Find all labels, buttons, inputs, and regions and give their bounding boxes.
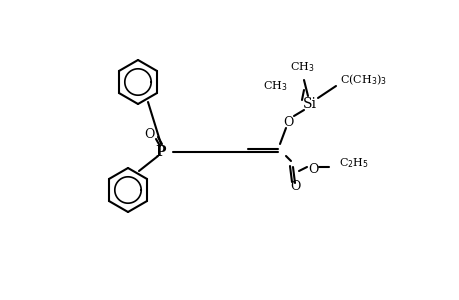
Text: C(CH$_3$)$_3$: C(CH$_3$)$_3$ xyxy=(339,73,386,87)
Text: CH$_3$: CH$_3$ xyxy=(263,79,287,93)
Text: O: O xyxy=(307,163,318,176)
Text: P: P xyxy=(156,145,166,159)
Text: CH$_3$: CH$_3$ xyxy=(289,60,313,74)
Text: O: O xyxy=(144,128,154,140)
Text: Si: Si xyxy=(302,97,316,111)
Text: O: O xyxy=(282,116,292,128)
Text: O: O xyxy=(289,181,300,194)
Text: C$_2$H$_5$: C$_2$H$_5$ xyxy=(338,156,368,170)
